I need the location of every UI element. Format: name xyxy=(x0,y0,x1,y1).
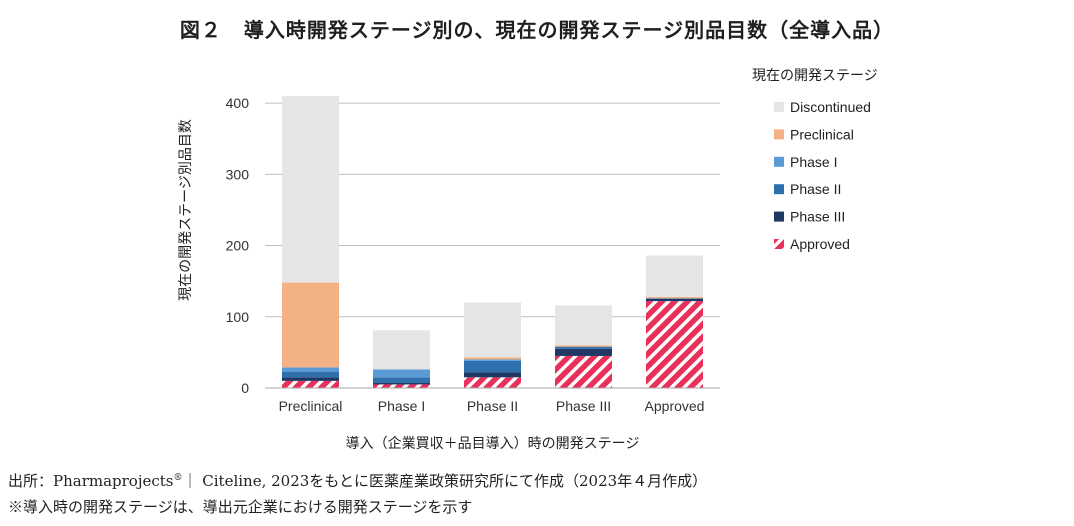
legend-label: Preclinical xyxy=(790,126,854,142)
bar-segment-phase-iii xyxy=(464,372,521,378)
legend-swatch xyxy=(774,102,784,112)
bar-segment-phase-ii xyxy=(646,298,703,299)
figure-number: 図２ xyxy=(179,18,222,42)
bar-segment-approved xyxy=(282,380,339,388)
legend-label: Approved xyxy=(790,236,850,252)
bar-segment-preclinical xyxy=(464,357,521,360)
bar-segment-approved xyxy=(646,301,703,388)
bar-segment-phase-iii xyxy=(373,383,430,385)
y-tick-label: 100 xyxy=(226,309,250,325)
bar-segment-preclinical xyxy=(282,282,339,368)
source-line-1: 出所：Pharmaprojects®｜ Citeline, 2023をもとに医薬… xyxy=(8,470,707,491)
source-line-2: ※導入時の開発ステージは、導出元企業における開発ステージを示す xyxy=(8,498,473,516)
legend-swatch xyxy=(774,129,784,140)
bar-segment-approved xyxy=(373,384,430,388)
bar-segment-phase-iii xyxy=(646,298,703,302)
legend-swatch xyxy=(774,239,784,249)
x-tick-label: Approved xyxy=(645,398,705,414)
legend-title: 現在の開発ステージ xyxy=(752,68,878,84)
bar-segment-discontinued xyxy=(646,255,703,297)
bar-segment-phase-i xyxy=(373,369,430,378)
bar-segment-preclinical xyxy=(555,345,612,347)
y-tick-label: 0 xyxy=(241,380,249,396)
bar-segment-discontinued xyxy=(464,302,521,358)
bar-segment-discontinued xyxy=(282,96,339,283)
bar-segment-approved xyxy=(555,355,612,388)
bar-segment-phase-i xyxy=(464,359,521,361)
bar-segment-preclinical xyxy=(646,296,703,299)
title-text: 導入時開発ステージ別の、現在の開発ステージ別品目数（全導入品） xyxy=(243,18,895,42)
source-prefix: 出所：Pharmaprojects xyxy=(8,472,174,490)
y-axis-label: 現在の開発ステージ別品目数 xyxy=(178,119,194,301)
x-tick-label: Phase I xyxy=(378,398,425,414)
bar-segment-discontinued xyxy=(373,330,430,370)
registered-mark: ® xyxy=(173,473,183,483)
x-tick-label: Phase III xyxy=(556,398,611,414)
y-tick-label: 400 xyxy=(226,95,250,111)
bar-segment-phase-ii xyxy=(282,371,339,378)
bar-segment-approved xyxy=(464,377,521,388)
legend-swatch xyxy=(774,211,784,222)
legend-swatch xyxy=(774,184,784,195)
bar-segment-phase-ii xyxy=(555,346,612,349)
legend-label: Discontinued xyxy=(790,99,871,115)
chart-title: 図２ 導入時開発ステージ別の、現在の開発ステージ別品目数（全導入品） xyxy=(0,14,1074,43)
y-tick-label: 300 xyxy=(226,166,250,182)
source-suffix: ｜ Citeline, 2023をもとに医薬産業政策研究所にて作成（2023年４… xyxy=(182,472,708,490)
legend-swatch xyxy=(774,156,784,167)
x-tick-label: Phase II xyxy=(467,398,518,414)
y-tick-label: 200 xyxy=(226,238,250,254)
legend-label: Phase I xyxy=(790,154,837,170)
bar-segment-phase-iii xyxy=(555,348,612,356)
bar-segment-phase-ii xyxy=(373,377,430,384)
bar-segment-phase-i xyxy=(282,367,339,372)
x-axis-label: 導入（企業買収＋品目導入）時の開発ステージ xyxy=(346,435,640,452)
bar-segment-phase-iii xyxy=(282,377,339,381)
legend-label: Phase II xyxy=(790,181,841,197)
bar-segment-phase-ii xyxy=(464,360,521,373)
legend-label: Phase III xyxy=(790,209,845,225)
x-tick-label: Preclinical xyxy=(279,398,343,414)
bar-segment-discontinued xyxy=(555,305,612,346)
